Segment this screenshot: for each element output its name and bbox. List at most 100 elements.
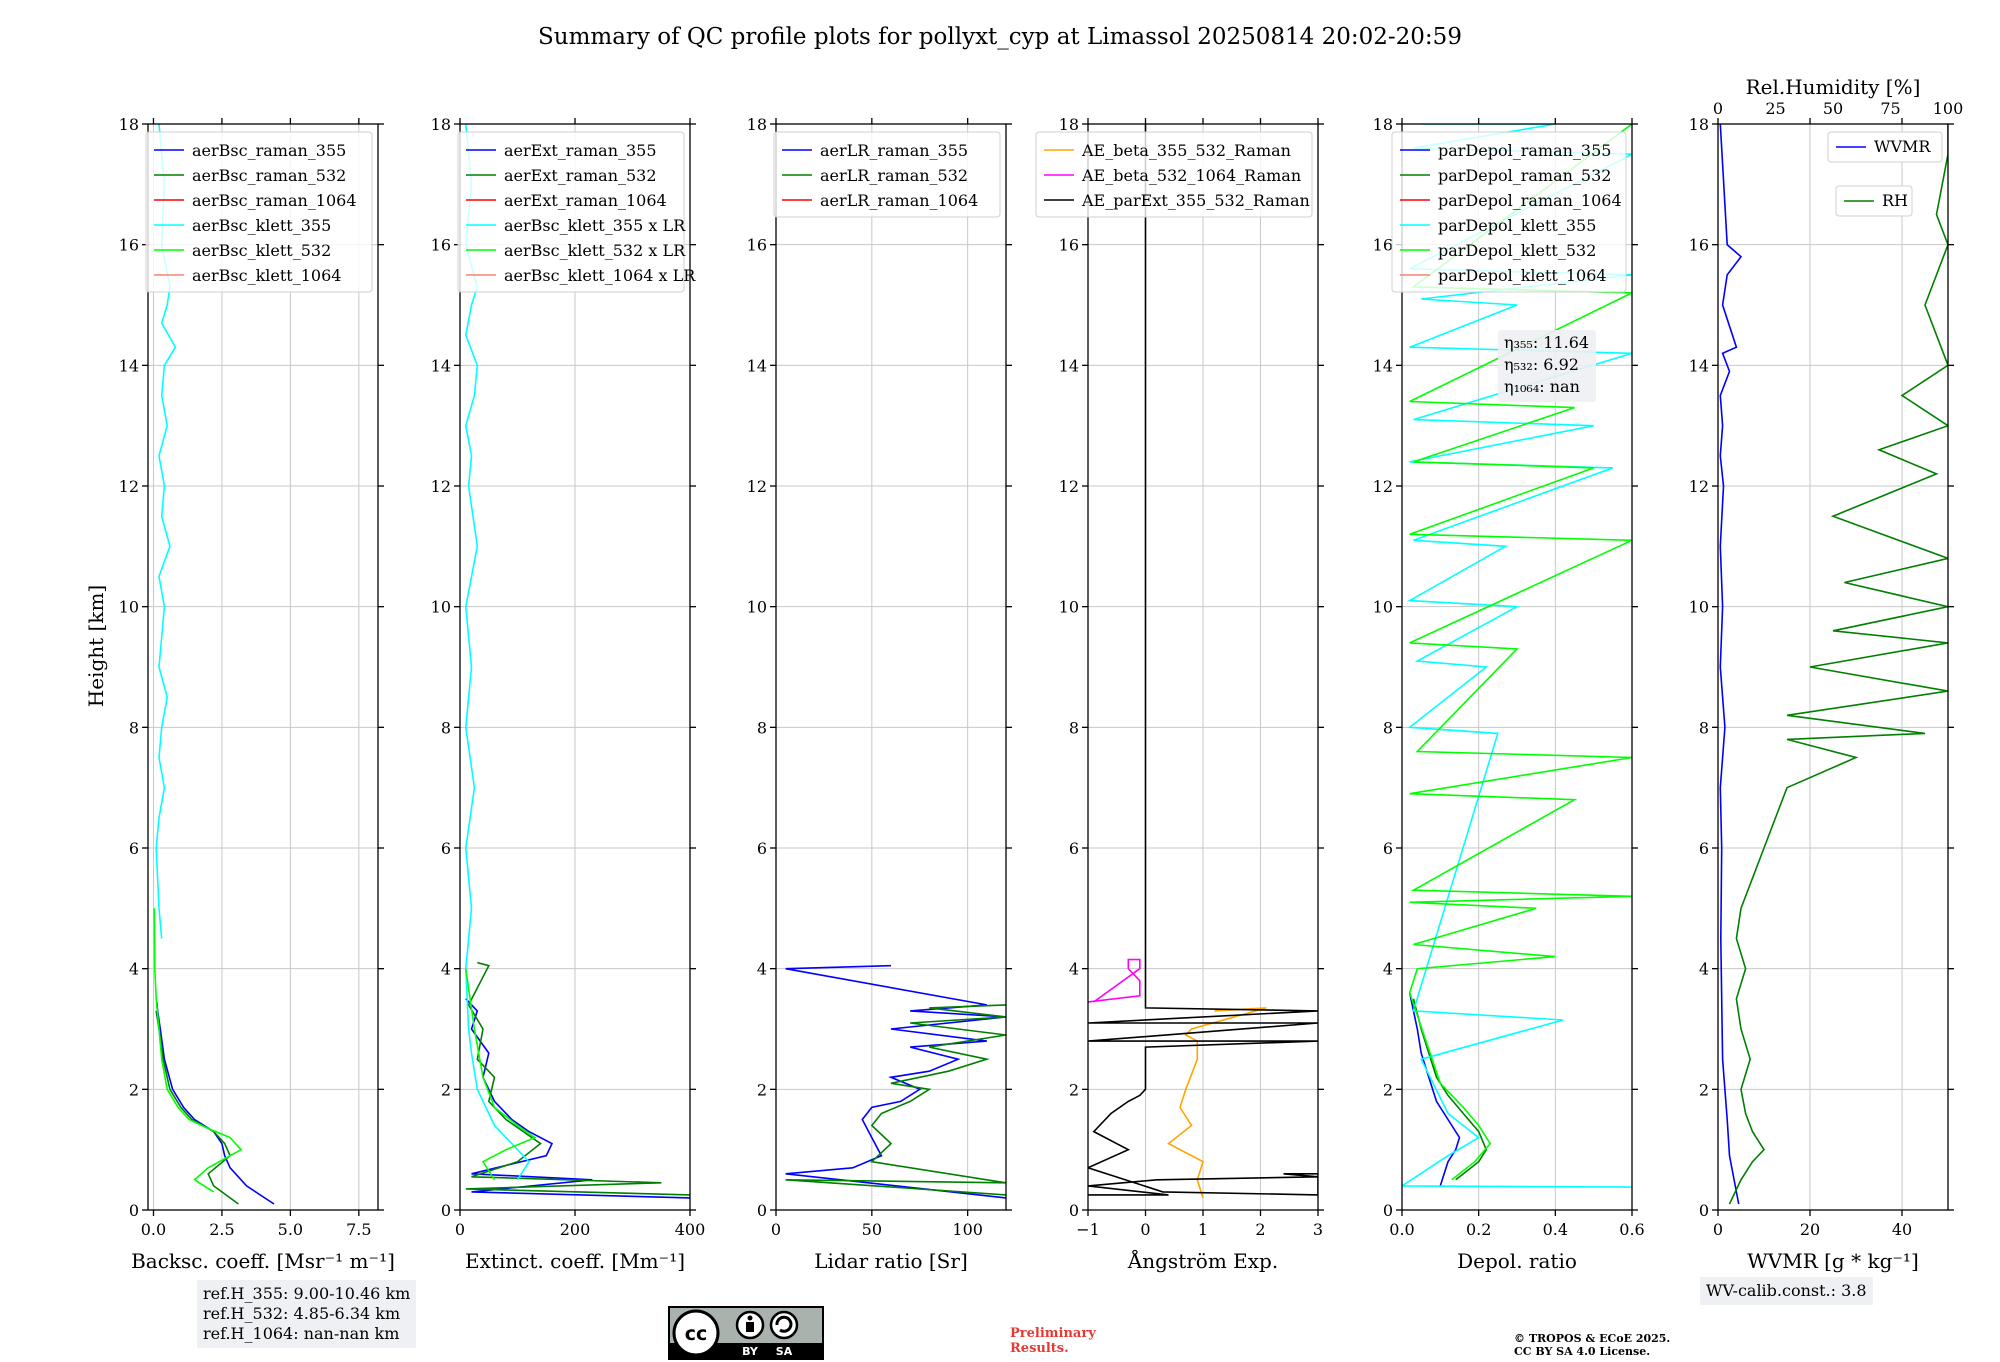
series-line-aerBsc_klett_355: [155, 124, 177, 939]
y-tick-label: 0: [1699, 1201, 1709, 1220]
y-tick-label: 2: [441, 1080, 451, 1099]
preliminary-line-2: Results.: [1010, 1341, 1069, 1356]
legend-label: aerLR_raman_1064: [820, 191, 978, 210]
by-label: BY: [742, 1345, 759, 1358]
legend-label: aerBsc_raman_355: [192, 141, 346, 160]
panel-5: 0.0 0.2 0.4 0.6 0 2 4 6 8 10 12 14 16 18 Depol. ratio p…: [1373, 115, 1645, 1273]
y-tick-label: 2: [1699, 1080, 1709, 1099]
wv-calibration-box: WV-calib.const.: 3.8: [1700, 1277, 1873, 1305]
y-tick-label: 2: [1069, 1080, 1079, 1099]
x-tick-label: 0: [771, 1220, 781, 1239]
legend-label: aerBsc_raman_1064: [192, 191, 357, 210]
legend-box: [1391, 131, 1627, 293]
panel-3: 0 50 100 0 2 4 6 8 10 12 14 16 18 Lidar ratio [Sr] aer…: [747, 115, 1012, 1273]
y-tick-label: 6: [1383, 839, 1393, 858]
y-tick-label: 10: [747, 598, 767, 617]
x-axis-label: Backsc. coeff. [Msr⁻¹ m⁻¹]: [131, 1249, 395, 1273]
y-tick-label: 6: [129, 839, 139, 858]
series-group: [153, 124, 275, 1205]
y-tick-label: 18: [1059, 115, 1079, 134]
y-tick-label: 4: [129, 960, 139, 979]
y-tick-label: 6: [757, 839, 767, 858]
y-tick-label: 6: [1699, 839, 1709, 858]
legend-label: parDepol_klett_355: [1438, 216, 1596, 235]
ref-height-532: ref.H_532: 4.85-6.34 km: [203, 1304, 401, 1323]
top-x-axis-label: Rel.Humidity [%]: [1746, 75, 1921, 99]
x-tick-label: 0: [455, 1220, 465, 1239]
legend-label: aerBsc_klett_532: [192, 241, 331, 260]
svg-text:cc: cc: [685, 1323, 708, 1345]
eta-annotation-line: η₁₀₆₄: nan: [1504, 377, 1580, 396]
series-line-aerLR_raman_355: [785, 964, 1006, 1199]
x-tick-label: 7.5: [346, 1220, 371, 1239]
top-x-tick-label: 75: [1880, 99, 1900, 118]
y-tick-label: 10: [1059, 598, 1079, 617]
series-line-parDepol_klett_532: [1408, 124, 1632, 1181]
legend-box: [1827, 131, 1943, 163]
y-tick-label: 2: [1383, 1080, 1393, 1099]
x-tick-label: 0.2: [1466, 1220, 1491, 1239]
y-tick-label: 12: [431, 477, 451, 496]
eta-annotation-box: [1498, 330, 1596, 402]
x-tick-label: 1: [1198, 1220, 1208, 1239]
legend-label: aerBsc_klett_355: [192, 216, 331, 235]
x-tick-label: 0.0: [141, 1220, 166, 1239]
legend-box: [145, 131, 373, 293]
y-tick-label: 6: [1069, 839, 1079, 858]
ref-height-1064: ref.H_1064: nan-nan km: [203, 1324, 400, 1343]
y-tick-label: 14: [1689, 356, 1709, 375]
legend-box: [457, 131, 685, 293]
y-tick-label: 8: [1069, 718, 1079, 737]
series-line-aerBsc_raman_355: [156, 1001, 275, 1205]
legend-label: parDepol_klett_532: [1438, 241, 1596, 260]
x-tick-label: 50: [862, 1220, 882, 1239]
legend-label: AE_parExt_355_532_Raman: [1081, 191, 1310, 210]
eta-annotation-line: η₃₅₅: 11.64: [1504, 333, 1589, 352]
series-group: [1088, 124, 1318, 1199]
y-tick-label: 12: [1689, 477, 1709, 496]
series-line-aerLR_raman_532: [785, 1004, 1006, 1196]
x-axis-label: Extinct. coeff. [Mm⁻¹]: [465, 1249, 685, 1273]
series-group: [785, 964, 1006, 1199]
y-tick-label: 4: [757, 960, 767, 979]
y-tick-label: 12: [119, 477, 139, 496]
plot-frame: [147, 123, 379, 1211]
series-line-AE_beta_355_532_Raman: [1167, 1007, 1267, 1199]
series-line-aerBsc_klett_532 x LR: [465, 968, 537, 1181]
y-tick-label: 2: [129, 1080, 139, 1099]
x-tick-label: 100: [952, 1220, 983, 1239]
series-line-aerBsc_klett_532: [153, 908, 243, 1193]
legend-label: aerExt_raman_1064: [504, 191, 667, 210]
legend-label: aerBsc_raman_532: [192, 166, 346, 185]
x-tick-label: 0.6: [1619, 1220, 1644, 1239]
figure-title: Summary of QC profile plots for pollyxt_…: [538, 24, 1462, 50]
top-x-tick-label: 100: [1933, 99, 1964, 118]
legend-label: RH: [1882, 191, 1908, 210]
plot-frame: [775, 123, 1007, 1211]
y-tick-label: 8: [129, 718, 139, 737]
y-tick-label: 0: [441, 1201, 451, 1220]
y-tick-label: 4: [1069, 960, 1079, 979]
top-x-tick-label: 25: [1765, 99, 1785, 118]
y-tick-label: 18: [1373, 115, 1393, 134]
y-tick-label: 14: [431, 356, 451, 375]
y-tick-label: 4: [1699, 960, 1709, 979]
y-tick-label: 8: [1383, 718, 1393, 737]
y-tick-label: 8: [757, 718, 767, 737]
attribution-icon: [735, 1310, 765, 1340]
y-tick-label: 12: [1059, 477, 1079, 496]
legend-label: AE_beta_532_1064_Raman: [1081, 166, 1301, 185]
y-tick-label: 8: [1699, 718, 1709, 737]
legend-label: aerBsc_klett_532 x LR: [504, 241, 686, 260]
cc-license-badge: cc BY SA: [668, 1306, 824, 1360]
y-tick-label: 10: [1689, 598, 1709, 617]
x-axis-label: Lidar ratio [Sr]: [814, 1249, 968, 1273]
y-tick-label: 6: [441, 839, 451, 858]
y-tick-label: 18: [747, 115, 767, 134]
legend-label: aerLR_raman_532: [820, 166, 968, 185]
y-tick-label: 10: [431, 598, 451, 617]
y-tick-label: 0: [1383, 1201, 1393, 1220]
legend-label: aerBsc_klett_355 x LR: [504, 216, 686, 235]
